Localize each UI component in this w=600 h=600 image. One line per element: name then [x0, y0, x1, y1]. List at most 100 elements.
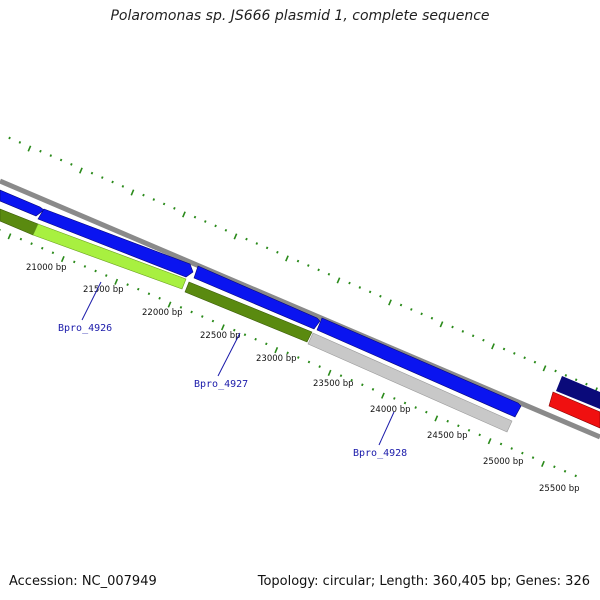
inner-minor-tick: [563, 469, 567, 473]
map-title: Polaromonas sp. JS666 plasmid 1, complet…: [110, 8, 490, 24]
inner-minor-tick: [83, 265, 87, 268]
outer-minor-tick: [471, 334, 475, 338]
outer-major-tick: [542, 365, 547, 372]
inner-minor-tick: [147, 292, 151, 296]
outer-minor-tick: [214, 224, 217, 228]
outer-tick-ring: [8, 136, 598, 394]
accession-text: Accession: NC_007949: [9, 574, 157, 589]
ruler-label: 25000 bp: [483, 457, 524, 467]
forward-cds-arrow-4[interactable]: [316, 317, 522, 418]
outer-minor-tick: [368, 290, 372, 294]
outer-major-tick: [388, 299, 392, 306]
inner-minor-tick: [371, 387, 375, 391]
plasmid-backbone: [0, 178, 600, 440]
outer-minor-tick: [523, 356, 526, 360]
forward-cds-arrow-3[interactable]: [193, 265, 321, 330]
ruler-label: 22500 bp: [200, 331, 241, 341]
outer-major-tick: [491, 343, 495, 350]
outer-minor-tick: [255, 242, 259, 245]
outer-minor-tick: [162, 202, 166, 206]
gene-label-leaders: Bpro_4926 Bpro_4927 Bpro_4928: [58, 281, 407, 459]
outer-major-tick: [336, 277, 341, 284]
reverse-cds-red[interactable]: [548, 391, 600, 429]
outer-minor-tick: [307, 264, 310, 267]
inner-minor-tick: [179, 306, 183, 309]
outer-minor-tick: [513, 352, 516, 355]
outer-minor-tick: [121, 184, 125, 188]
inner-minor-tick: [190, 310, 193, 314]
gene-leader-line: [81, 281, 102, 321]
inner-major-tick: [60, 255, 65, 263]
inner-tick-ring: [0, 229, 577, 478]
outer-minor-tick: [152, 198, 156, 201]
inner-minor-tick: [510, 447, 513, 450]
inner-minor-tick: [233, 328, 236, 332]
inner-minor-tick: [286, 351, 289, 355]
outer-minor-tick: [204, 220, 207, 223]
inner-minor-tick: [126, 283, 129, 287]
outer-minor-tick: [461, 330, 465, 333]
ruler-label: 25500 bp: [539, 484, 580, 494]
ruler-label: 21500 bp: [83, 285, 124, 295]
gene-label[interactable]: Bpro_4928: [353, 448, 407, 459]
inner-minor-tick: [318, 365, 321, 368]
forward-cds-arrow-5[interactable]: [556, 376, 600, 409]
outer-minor-tick: [70, 163, 73, 166]
gene-bar-lime[interactable]: [32, 223, 187, 290]
outer-minor-tick: [59, 158, 63, 162]
outer-minor-tick: [554, 369, 557, 373]
gene-leader-line: [217, 332, 241, 377]
outer-major-tick: [439, 321, 444, 328]
gene-bar-olive-mid[interactable]: [184, 281, 313, 343]
inner-major-tick: [541, 460, 545, 467]
outer-major-tick: [27, 145, 32, 152]
inner-major-tick: [381, 392, 385, 399]
topology-text: Topology: circular; Length: 360,405 bp; …: [257, 574, 590, 589]
outer-minor-tick: [49, 154, 53, 157]
inner-minor-tick: [521, 451, 524, 455]
outer-minor-tick: [410, 308, 413, 311]
outer-major-tick: [233, 233, 238, 240]
outer-minor-tick: [142, 193, 145, 197]
forward-cds-arrow-2[interactable]: [37, 208, 194, 278]
ruler-label: 23500 bp: [313, 379, 354, 389]
inner-minor-tick: [531, 456, 535, 459]
inner-minor-tick: [414, 406, 417, 409]
outer-minor-tick: [358, 286, 362, 289]
outer-minor-tick: [296, 259, 300, 263]
outer-major-tick: [182, 211, 186, 218]
inner-minor-tick: [574, 474, 577, 478]
outer-minor-tick: [327, 272, 331, 276]
outer-minor-tick: [574, 378, 578, 382]
inner-minor-tick: [72, 260, 76, 264]
gene-bar-gray[interactable]: [307, 332, 513, 433]
ruler-label: 24000 bp: [370, 405, 411, 415]
forward-cds-arrow-1[interactable]: [0, 189, 45, 217]
inner-minor-tick: [265, 342, 268, 346]
ruler-label: 23000 bp: [256, 354, 297, 364]
inner-minor-tick: [19, 237, 23, 241]
outer-minor-tick: [379, 294, 382, 298]
gene-label[interactable]: Bpro_4926: [58, 323, 112, 334]
outer-major-tick: [79, 167, 83, 174]
inner-minor-tick: [393, 397, 396, 400]
outer-minor-tick: [585, 382, 588, 386]
inner-minor-tick: [339, 374, 343, 378]
inner-minor-tick: [137, 287, 140, 291]
ruler-label: 22000 bp: [142, 308, 183, 318]
gene-label[interactable]: Bpro_4927: [194, 379, 248, 390]
gene-leader-line: [378, 411, 395, 446]
outer-minor-tick: [90, 171, 94, 175]
inner-minor-tick: [94, 269, 97, 273]
outer-minor-tick: [430, 316, 434, 320]
inner-major-tick: [274, 347, 279, 354]
outer-minor-tick: [39, 149, 42, 153]
inner-minor-tick: [425, 410, 428, 414]
outer-minor-tick: [502, 347, 506, 351]
inner-major-tick: [487, 438, 492, 445]
inner-minor-tick: [467, 428, 471, 432]
outer-minor-tick: [451, 325, 454, 329]
outer-minor-tick: [101, 176, 104, 179]
outer-minor-tick: [173, 206, 176, 210]
